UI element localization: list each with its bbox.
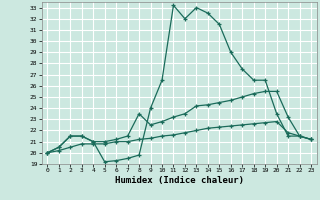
X-axis label: Humidex (Indice chaleur): Humidex (Indice chaleur) xyxy=(115,176,244,185)
